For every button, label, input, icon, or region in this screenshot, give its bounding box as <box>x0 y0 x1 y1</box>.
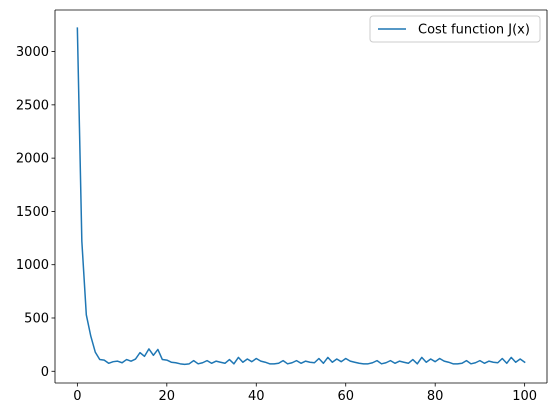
x-tick-label: 60 <box>337 389 354 404</box>
x-tick-label: 40 <box>248 389 265 404</box>
axes <box>54 9 548 384</box>
y-tick-label: 2500 <box>16 98 49 113</box>
y-tick-label: 0 <box>41 365 49 380</box>
y-tick-label: 500 <box>24 311 49 326</box>
y-tick-label: 3000 <box>16 45 49 60</box>
y-tick-label: 1500 <box>16 205 49 220</box>
series-layer <box>76 27 526 366</box>
y-tick-label: 1000 <box>16 258 49 273</box>
x-tick-label: 0 <box>73 389 81 404</box>
plot-area <box>55 10 547 383</box>
x-tick-label: 80 <box>427 389 444 404</box>
plot-background <box>55 10 547 383</box>
series-line-0 <box>76 27 526 366</box>
x-tick-label: 100 <box>512 389 537 404</box>
x-tick-label: 20 <box>159 389 176 404</box>
y-tick-label: 2000 <box>16 152 49 167</box>
legend-box <box>369 15 541 43</box>
legend: Cost function J(x) <box>369 15 541 43</box>
legend-label: Cost function J(x) <box>418 23 530 38</box>
